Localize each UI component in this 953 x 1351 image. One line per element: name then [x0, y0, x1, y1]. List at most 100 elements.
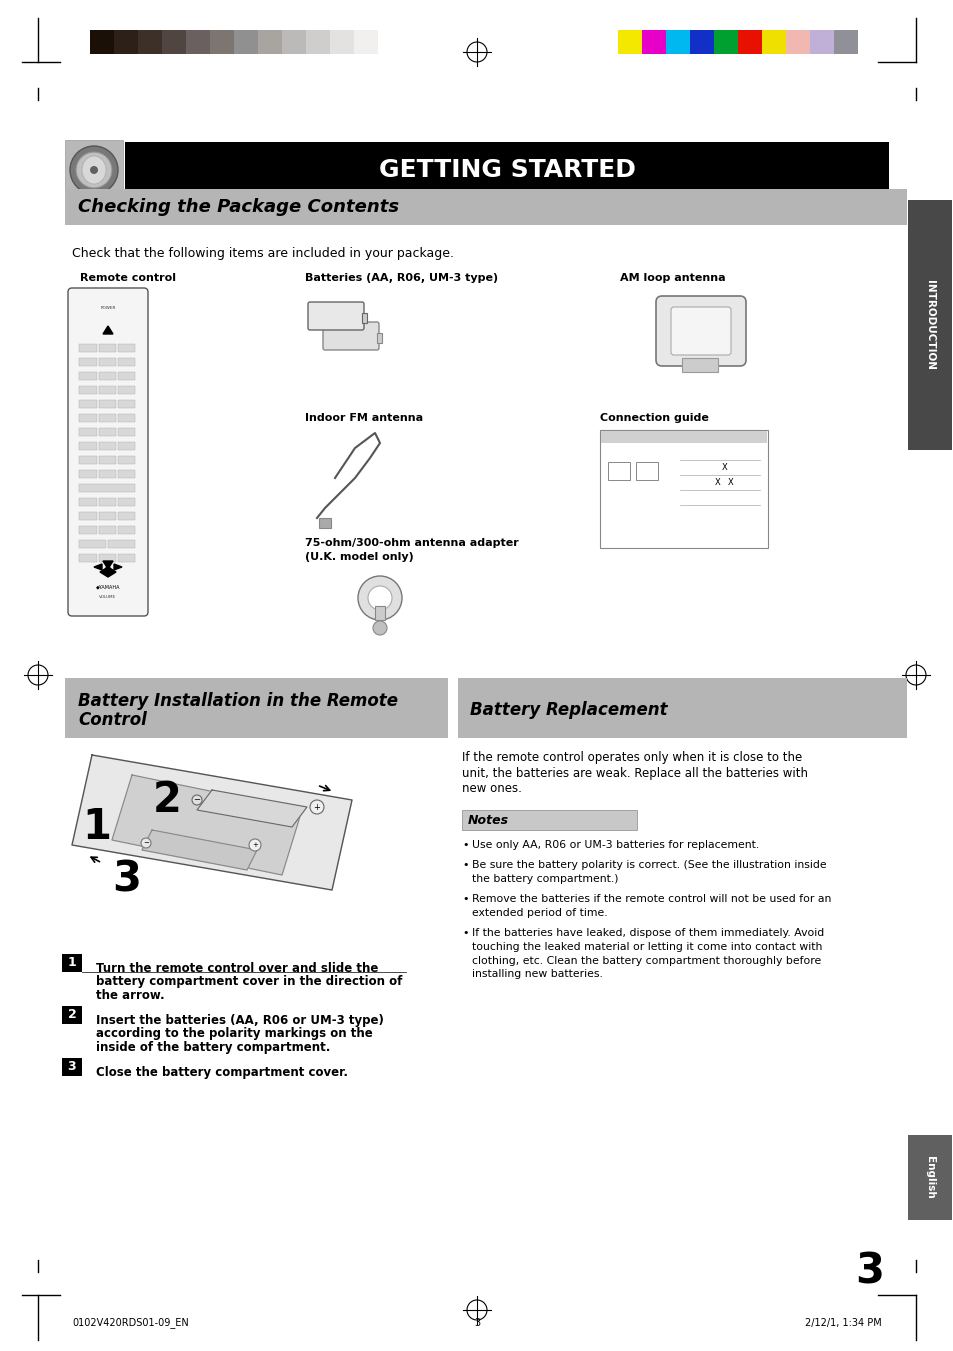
Bar: [138, 30, 162, 54]
Bar: [600, 431, 766, 443]
Bar: [318, 517, 331, 528]
Text: battery compartment cover in the direction of: battery compartment cover in the directi…: [96, 975, 402, 989]
Bar: [681, 358, 718, 372]
Bar: [62, 954, 82, 971]
Polygon shape: [142, 830, 256, 870]
Text: unit, the batteries are weak. Replace all the batteries with: unit, the batteries are weak. Replace al…: [461, 766, 807, 780]
Text: the battery compartment.): the battery compartment.): [472, 874, 618, 884]
Bar: [79, 457, 97, 463]
Text: Notes: Notes: [468, 813, 509, 827]
Bar: [113, 30, 138, 54]
Bar: [641, 30, 665, 54]
Text: 3: 3: [112, 859, 141, 901]
Bar: [118, 457, 135, 463]
Bar: [618, 30, 641, 54]
Text: 2: 2: [152, 780, 181, 821]
Text: installing new batteries.: installing new batteries.: [472, 969, 602, 979]
Bar: [118, 499, 135, 507]
Text: ◆YAMAHA: ◆YAMAHA: [95, 585, 120, 589]
Text: 0102V420RDS01-09_EN: 0102V420RDS01-09_EN: [71, 1317, 189, 1328]
FancyBboxPatch shape: [65, 141, 123, 195]
FancyBboxPatch shape: [308, 303, 364, 330]
Text: Insert the batteries (AA, R06 or UM-3 type): Insert the batteries (AA, R06 or UM-3 ty…: [96, 1015, 383, 1027]
Text: GETTING STARTED: GETTING STARTED: [378, 158, 635, 182]
Bar: [99, 386, 116, 394]
Circle shape: [192, 794, 202, 805]
FancyBboxPatch shape: [656, 296, 745, 366]
Bar: [99, 526, 116, 534]
Bar: [118, 512, 135, 520]
Bar: [99, 442, 116, 450]
Bar: [90, 30, 113, 54]
Bar: [118, 358, 135, 366]
Bar: [79, 470, 97, 478]
Text: If the remote control operates only when it is close to the: If the remote control operates only when…: [461, 751, 801, 763]
Bar: [79, 372, 97, 380]
Polygon shape: [103, 326, 112, 334]
Circle shape: [373, 621, 387, 635]
Text: 3: 3: [474, 1319, 479, 1328]
FancyBboxPatch shape: [323, 322, 378, 350]
Bar: [377, 30, 401, 54]
Bar: [79, 484, 135, 492]
Text: −: −: [143, 840, 149, 846]
Text: Check that the following items are included in your package.: Check that the following items are inclu…: [71, 246, 454, 259]
Bar: [210, 30, 233, 54]
Bar: [99, 499, 116, 507]
Circle shape: [310, 800, 324, 815]
Text: 1: 1: [68, 957, 76, 970]
Bar: [118, 400, 135, 408]
Bar: [636, 462, 658, 480]
Text: 2: 2: [68, 1008, 76, 1021]
Bar: [118, 372, 135, 380]
Bar: [282, 30, 306, 54]
Bar: [376, 332, 381, 343]
Text: X: X: [721, 463, 727, 471]
Bar: [599, 430, 767, 549]
Text: clothing, etc. Clean the battery compartment thoroughly before: clothing, etc. Clean the battery compart…: [472, 955, 821, 966]
Bar: [79, 345, 97, 353]
Bar: [79, 442, 97, 450]
Bar: [79, 428, 97, 436]
Text: −: −: [193, 796, 200, 804]
Polygon shape: [100, 567, 116, 577]
Text: Checking the Package Contents: Checking the Package Contents: [78, 199, 398, 216]
Polygon shape: [94, 563, 102, 570]
Bar: [354, 30, 377, 54]
Text: +: +: [314, 802, 320, 812]
Text: Indoor FM antenna: Indoor FM antenna: [305, 413, 423, 423]
Bar: [99, 413, 116, 422]
Text: INTRODUCTION: INTRODUCTION: [924, 280, 934, 370]
Bar: [233, 30, 257, 54]
Polygon shape: [103, 565, 112, 573]
Bar: [330, 30, 354, 54]
Bar: [99, 358, 116, 366]
Text: Remove the batteries if the remote control will not be used for an: Remove the batteries if the remote contr…: [472, 894, 830, 905]
Bar: [118, 345, 135, 353]
Bar: [79, 554, 97, 562]
Text: POWER: POWER: [100, 305, 115, 309]
Bar: [125, 142, 888, 197]
Text: X: X: [727, 478, 733, 486]
Bar: [99, 470, 116, 478]
Text: Batteries (AA, R06, UM-3 type): Batteries (AA, R06, UM-3 type): [305, 273, 497, 282]
Bar: [665, 30, 689, 54]
Text: Connection guide: Connection guide: [599, 413, 708, 423]
Bar: [118, 554, 135, 562]
Text: Battery Replacement: Battery Replacement: [470, 701, 667, 719]
Text: touching the leaked material or letting it come into contact with: touching the leaked material or letting …: [472, 942, 821, 952]
Text: inside of the battery compartment.: inside of the battery compartment.: [96, 1042, 330, 1054]
Bar: [907, 1135, 951, 1220]
Bar: [738, 30, 761, 54]
Text: English: English: [924, 1155, 934, 1198]
Text: Control: Control: [78, 711, 147, 730]
Text: AM loop antenna: AM loop antenna: [619, 273, 725, 282]
Circle shape: [141, 838, 151, 848]
Text: •: •: [461, 894, 468, 905]
Text: VOLUME: VOLUME: [99, 594, 116, 598]
Text: If the batteries have leaked, dispose of them immediately. Avoid: If the batteries have leaked, dispose of…: [472, 928, 823, 939]
Bar: [306, 30, 330, 54]
Text: •: •: [461, 840, 468, 850]
Bar: [118, 428, 135, 436]
Bar: [809, 30, 833, 54]
